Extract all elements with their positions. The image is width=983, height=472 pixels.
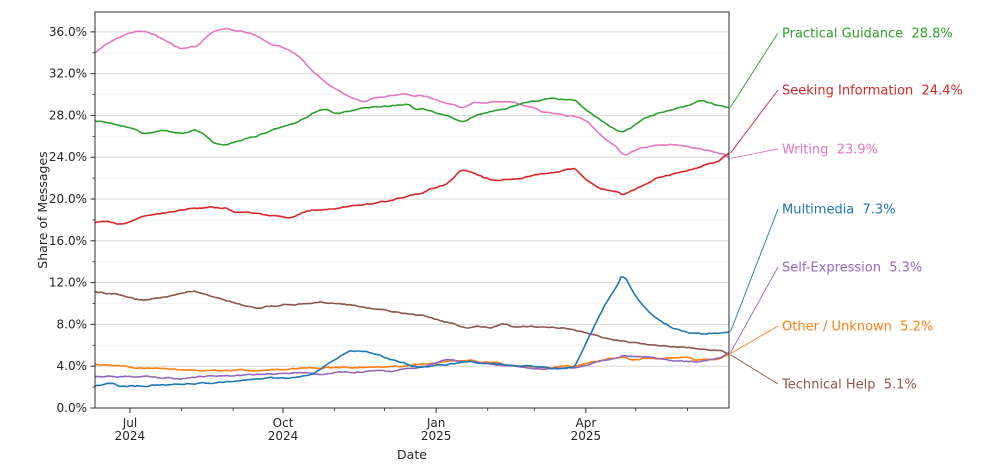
y-tick-label: 36.0% [49, 25, 87, 39]
y-tick-label: 16.0% [49, 234, 87, 248]
legend: Practical Guidance 28.8% Seeking Informat… [730, 27, 963, 393]
legend-label-seeking-information: Seeking Information 24.4% [782, 84, 963, 99]
y-tick-label: 28.0% [49, 108, 87, 122]
legend-label-multimedia: Multimedia 7.3% [782, 203, 896, 218]
legend-leader-other-unknown [730, 325, 779, 355]
legend-leader-multimedia [730, 208, 779, 332]
y-tick-label: 4.0% [57, 359, 88, 373]
series-line-multimedia [94, 276, 730, 388]
x-axis-title: Date [397, 447, 427, 462]
legend-leader-seeking-information [730, 89, 779, 154]
series-line-other-unknown [94, 352, 730, 372]
x-tick-label-year: 2025 [571, 429, 602, 443]
plot-border [94, 11, 730, 409]
axes: 0.0% 4.0% 8.0% 12.0% 16.0% 20.0% 24.0% 28.0% 32.… [49, 11, 730, 443]
y-tick-label: 12.0% [49, 276, 87, 290]
x-tick-label-month: Apr [576, 416, 597, 430]
legend-leader-self-expression [730, 266, 779, 353]
x-tick-label-year: 2024 [115, 429, 146, 443]
x-tick-label-month: Jan [426, 416, 446, 430]
series-lines [94, 27, 730, 388]
y-tick-label: 20.0% [49, 192, 87, 206]
grid-lines [95, 31, 729, 388]
y-tick-label: 32.0% [49, 67, 87, 81]
series-line-seeking-information [94, 152, 730, 225]
series-line-practical-guidance [94, 97, 730, 146]
legend-leader-practical-guidance [730, 32, 779, 108]
legend-leader-technical-help [730, 354, 779, 385]
x-tick-label-month: Jul [122, 416, 137, 430]
y-axis: 0.0% 4.0% 8.0% 12.0% 16.0% 20.0% 24.0% 28.0% 32.… [49, 25, 95, 415]
y-tick-label: 0.0% [57, 401, 88, 415]
x-tick-label-year: 2025 [421, 429, 452, 443]
legend-label-other-unknown: Other / Unknown 5.2% [782, 320, 933, 335]
series-line-writing [94, 27, 730, 160]
x-tick-label-month: Oct [273, 416, 294, 430]
y-tick-label: 24.0% [49, 150, 87, 164]
series-line-self-expression [94, 351, 730, 381]
y-tick-label: 8.0% [57, 317, 88, 331]
legend-label-technical-help: Technical Help 5.1% [781, 378, 917, 393]
legend-label-self-expression: Self-Expression 5.3% [782, 261, 922, 276]
series-line-technical-help [94, 290, 730, 356]
legend-label-writing: Writing 23.9% [782, 143, 878, 158]
legend-label-practical-guidance: Practical Guidance 28.8% [782, 27, 953, 42]
y-axis-title: Share of Messages [35, 151, 50, 269]
legend-leader-writing [730, 148, 779, 159]
x-tick-label-year: 2024 [268, 429, 299, 443]
